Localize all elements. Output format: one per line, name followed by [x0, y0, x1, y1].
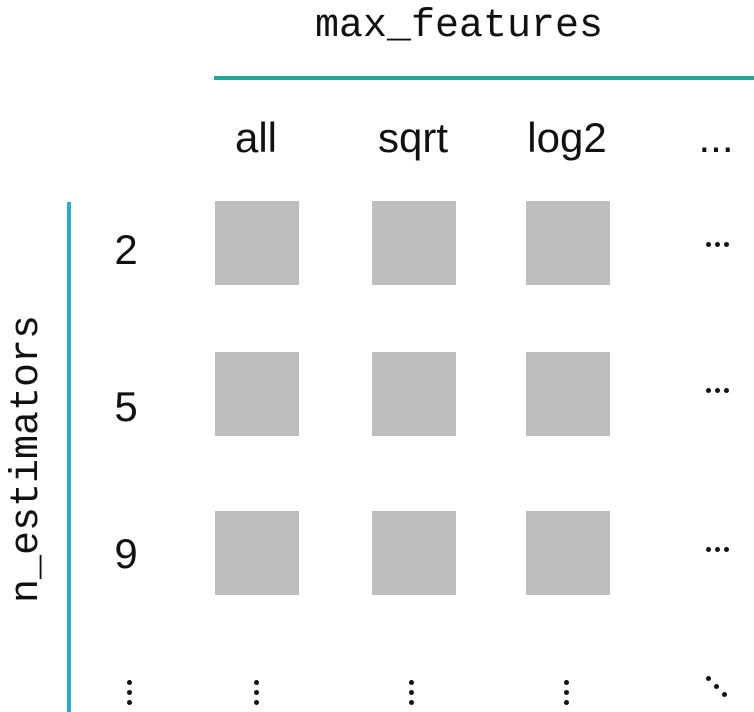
row-header-2: 2: [114, 226, 138, 273]
row-header-9: 9: [114, 530, 138, 577]
horizontal-ellipsis-icon: [697, 234, 737, 254]
horizontal-ellipsis-icon: [697, 380, 737, 400]
vertical-ellipsis-icon: [251, 676, 261, 708]
diagonal-ellipsis-icon: [705, 675, 729, 699]
grid-cell: [215, 352, 299, 436]
column-parameter-title: max_features: [315, 4, 604, 49]
column-header-log2: log2: [527, 114, 607, 161]
row-parameter-title: n_estimators: [5, 314, 50, 604]
vertical-ellipsis-icon: [561, 676, 571, 708]
grid-cell: [526, 201, 610, 285]
column-parameter-rule: [214, 76, 754, 80]
grid-cell: [215, 511, 299, 595]
column-header-sqrt: sqrt: [377, 114, 448, 161]
column-header-all: all: [234, 114, 278, 161]
row-header-5: 5: [114, 383, 138, 430]
grid-cell: [215, 201, 299, 285]
grid-cell: [372, 352, 456, 436]
grid-cell: [372, 201, 456, 285]
horizontal-ellipsis-icon: [697, 539, 737, 559]
grid-cell: [372, 511, 456, 595]
row-parameter-rule: [67, 202, 71, 712]
vertical-ellipsis-icon: [124, 676, 134, 708]
grid-cell: [526, 511, 610, 595]
grid-cell: [526, 352, 610, 436]
column-header-more: ...: [698, 114, 734, 161]
vertical-ellipsis-icon: [406, 676, 416, 708]
